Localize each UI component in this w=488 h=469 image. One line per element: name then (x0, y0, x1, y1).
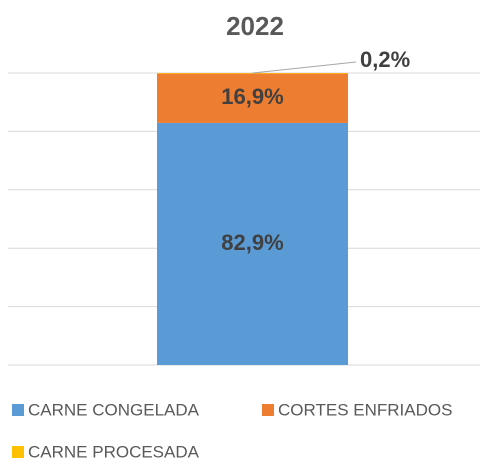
data-label: 16,9% (221, 84, 283, 109)
data-label: 82,9% (221, 230, 283, 255)
legend-swatch (262, 404, 274, 416)
leader-line (252, 61, 357, 74)
chart-title: 2022 (226, 11, 284, 41)
legend-swatch (12, 446, 24, 458)
legend-label: CARNE PROCESADA (28, 442, 200, 461)
legend-label: CORTES ENFRIADOS (278, 400, 452, 419)
bar-segment (157, 122, 348, 365)
data-label: 0,2% (360, 47, 410, 72)
bar-segment (157, 73, 348, 123)
legend-swatch (12, 404, 24, 416)
legend-label: CARNE CONGELADA (28, 400, 200, 419)
bar-segment (157, 73, 348, 74)
